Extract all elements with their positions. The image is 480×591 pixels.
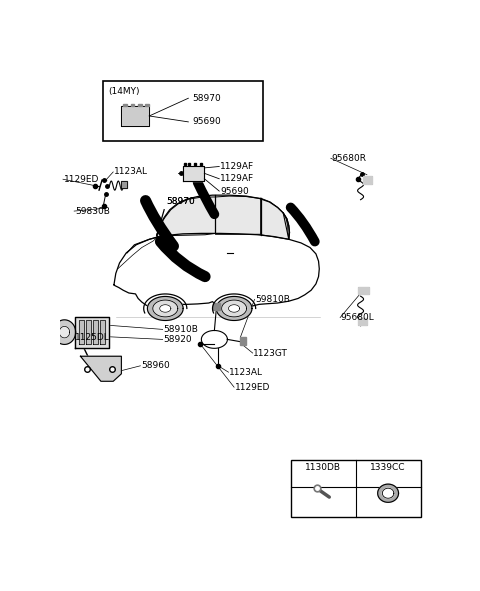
Text: 95680R: 95680R <box>332 154 367 163</box>
Bar <box>103 81 263 141</box>
Polygon shape <box>383 488 394 498</box>
Polygon shape <box>93 320 98 344</box>
Text: 58920: 58920 <box>163 335 192 344</box>
Text: 1123AL: 1123AL <box>229 368 263 376</box>
Polygon shape <box>222 300 247 317</box>
Text: 58910B: 58910B <box>163 325 198 334</box>
Polygon shape <box>100 320 105 344</box>
Polygon shape <box>213 303 220 310</box>
Polygon shape <box>216 297 252 320</box>
Polygon shape <box>160 226 165 232</box>
Polygon shape <box>359 318 367 325</box>
Polygon shape <box>121 181 127 188</box>
Text: 95690: 95690 <box>220 187 249 196</box>
Polygon shape <box>123 103 127 106</box>
Text: 1123GT: 1123GT <box>253 349 288 358</box>
Polygon shape <box>145 103 148 106</box>
Text: 1125DL: 1125DL <box>75 333 109 342</box>
Text: 1129AF: 1129AF <box>220 162 254 171</box>
Text: 1129ED: 1129ED <box>64 175 99 184</box>
Polygon shape <box>183 165 204 181</box>
Polygon shape <box>363 176 372 184</box>
Polygon shape <box>138 103 142 106</box>
Text: 58970: 58970 <box>166 197 195 206</box>
Polygon shape <box>147 297 183 320</box>
Polygon shape <box>59 326 70 338</box>
Polygon shape <box>160 197 216 236</box>
Bar <box>290 460 421 517</box>
Polygon shape <box>131 103 134 106</box>
Text: 58970: 58970 <box>166 197 195 206</box>
Text: 58970: 58970 <box>192 94 221 103</box>
Text: (14MY): (14MY) <box>108 87 140 96</box>
Text: 1130DB: 1130DB <box>305 463 341 472</box>
Text: 1129AF: 1129AF <box>220 174 254 183</box>
Polygon shape <box>216 196 261 234</box>
Polygon shape <box>160 305 171 312</box>
Text: 59810B: 59810B <box>255 295 290 304</box>
Text: 1339CC: 1339CC <box>371 463 406 472</box>
Polygon shape <box>79 320 84 344</box>
Polygon shape <box>261 199 289 239</box>
Polygon shape <box>358 287 369 294</box>
Polygon shape <box>75 317 109 348</box>
Polygon shape <box>81 356 121 381</box>
Text: 59830B: 59830B <box>75 207 110 216</box>
Polygon shape <box>86 320 91 344</box>
Text: 1129ED: 1129ED <box>235 383 270 392</box>
Polygon shape <box>240 337 246 345</box>
Text: 1123AL: 1123AL <box>114 167 148 177</box>
Polygon shape <box>121 106 149 125</box>
Polygon shape <box>378 484 398 502</box>
Text: 58960: 58960 <box>141 361 170 371</box>
Text: 95690: 95690 <box>192 118 221 126</box>
Polygon shape <box>153 300 178 317</box>
Polygon shape <box>53 320 76 345</box>
Polygon shape <box>228 305 240 312</box>
Text: 95680L: 95680L <box>341 313 374 322</box>
